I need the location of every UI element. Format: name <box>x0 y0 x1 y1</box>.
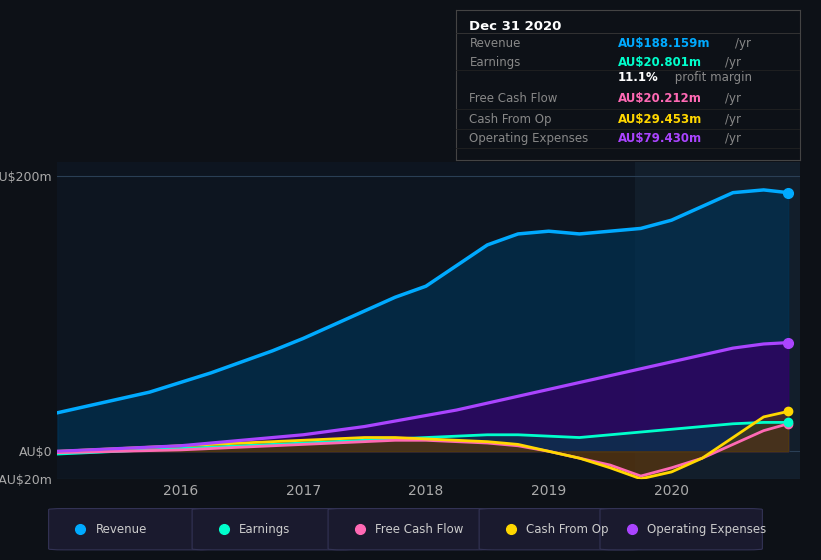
FancyBboxPatch shape <box>48 508 211 550</box>
FancyBboxPatch shape <box>600 508 763 550</box>
Text: Cash From Op: Cash From Op <box>526 522 608 536</box>
Text: /yr: /yr <box>736 37 751 50</box>
Bar <box>635 162 806 479</box>
Text: AU$20.212m: AU$20.212m <box>617 92 702 105</box>
Text: AU$20.801m: AU$20.801m <box>617 57 702 69</box>
Text: Free Cash Flow: Free Cash Flow <box>470 92 557 105</box>
Text: Revenue: Revenue <box>470 37 521 50</box>
Text: Operating Expenses: Operating Expenses <box>647 522 766 536</box>
Text: /yr: /yr <box>725 132 741 145</box>
FancyBboxPatch shape <box>479 508 641 550</box>
Text: Operating Expenses: Operating Expenses <box>470 132 589 145</box>
Text: AU$79.430m: AU$79.430m <box>617 132 702 145</box>
Text: /yr: /yr <box>725 57 741 69</box>
Text: profit margin: profit margin <box>672 71 752 85</box>
Text: AU$188.159m: AU$188.159m <box>617 37 710 50</box>
Text: Free Cash Flow: Free Cash Flow <box>375 522 463 536</box>
Text: /yr: /yr <box>725 92 741 105</box>
Text: Cash From Op: Cash From Op <box>470 113 552 125</box>
Text: Revenue: Revenue <box>95 522 147 536</box>
Text: AU$29.453m: AU$29.453m <box>617 113 702 125</box>
Text: Earnings: Earnings <box>470 57 521 69</box>
FancyBboxPatch shape <box>328 508 490 550</box>
Text: Dec 31 2020: Dec 31 2020 <box>470 20 562 33</box>
Text: Earnings: Earnings <box>239 522 291 536</box>
Text: /yr: /yr <box>725 113 741 125</box>
FancyBboxPatch shape <box>192 508 355 550</box>
Text: 11.1%: 11.1% <box>617 71 658 85</box>
